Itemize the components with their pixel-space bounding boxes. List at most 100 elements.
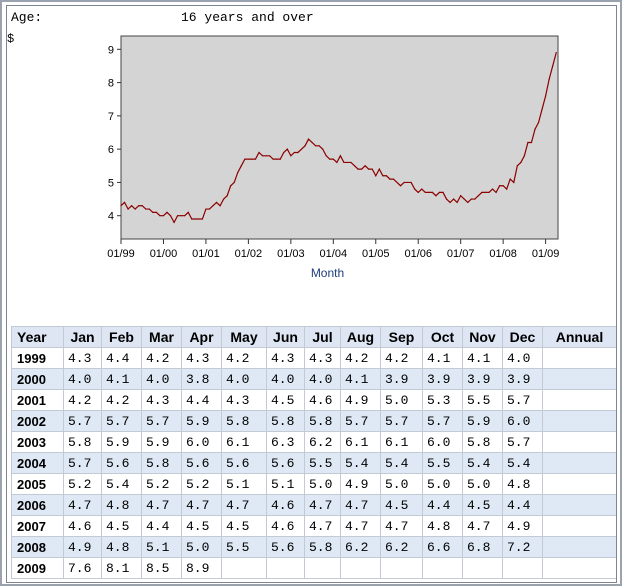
table-row: 2005 5.2 5.4 5.2 5.2 5.1 5.1 5.0 4.9 5.0 5.0 5.0 4.8 — [11, 473, 616, 495]
column-header-may: May — [221, 326, 267, 348]
table-row: 2002 5.7 5.7 5.7 5.9 5.8 5.8 5.8 5.7 5.7 5.7 5.9 6.0 — [11, 410, 616, 432]
data-point — [421, 188, 423, 190]
value-cell — [542, 515, 616, 537]
data-point — [545, 95, 547, 97]
y-tick-label: 4 — [108, 211, 114, 223]
x-tick-label: 01/99 — [107, 248, 135, 260]
value-cell: 5.4 — [462, 452, 503, 474]
x-tick-label: 01/05 — [362, 248, 390, 260]
data-point — [187, 211, 189, 213]
data-point — [403, 181, 405, 184]
column-header-jun: Jun — [266, 326, 305, 348]
data-point — [470, 198, 472, 200]
table-row: 2007 4.6 4.5 4.4 4.5 4.5 4.6 4.7 4.7 4.7 4.8 4.7 4.9 — [11, 515, 616, 537]
data-point — [148, 208, 150, 210]
data-point — [318, 145, 320, 147]
data-point — [201, 218, 203, 220]
data-point — [552, 65, 554, 67]
value-cell: 4.3 — [181, 347, 222, 369]
value-cell: 5.9 — [181, 410, 222, 432]
value-cell: 4.4 — [101, 347, 142, 369]
data-point — [389, 178, 391, 180]
side-mark: $ — [7, 32, 15, 46]
data-point — [523, 155, 525, 157]
value-cell: 4.6 — [304, 389, 341, 411]
value-cell: 4.6 — [63, 515, 102, 537]
value-cell: 5.3 — [422, 389, 463, 411]
value-cell: 5.8 — [63, 431, 102, 453]
column-header-jan: Jan — [63, 326, 102, 348]
x-tick-label: 01/01 — [192, 248, 220, 260]
data-point — [123, 201, 126, 203]
column-header-nov: Nov — [462, 326, 503, 348]
value-cell: 5.5 — [462, 389, 503, 411]
year-cell: 2001 — [11, 389, 64, 411]
value-cell — [380, 557, 423, 579]
y-tick-label: 6 — [108, 144, 114, 156]
x-tick-label: 01/07 — [447, 248, 475, 260]
x-tick-label: 01/03 — [277, 248, 305, 260]
value-cell: 6.0 — [181, 431, 222, 453]
year-cell: 2000 — [11, 368, 64, 390]
value-cell: 4.2 — [141, 347, 182, 369]
data-point — [173, 221, 175, 223]
data-point — [438, 191, 441, 194]
value-cell: 5.8 — [221, 410, 267, 432]
data-point — [226, 195, 228, 197]
value-cell — [502, 557, 543, 579]
value-cell: 4.7 — [141, 494, 182, 516]
data-point — [131, 205, 133, 207]
data-point — [269, 155, 271, 157]
value-cell: 6.1 — [221, 431, 267, 453]
data-point — [138, 205, 140, 207]
year-cell: 2005 — [11, 473, 64, 495]
data-point — [509, 178, 511, 180]
value-cell: 5.5 — [221, 536, 267, 558]
value-cell: 5.7 — [63, 452, 102, 474]
data-point — [230, 185, 232, 187]
value-cell: 5.7 — [502, 431, 543, 453]
value-cell: 5.0 — [181, 536, 222, 558]
data-point — [339, 155, 341, 157]
data-point — [520, 161, 522, 164]
column-header-jul: Jul — [304, 326, 341, 348]
value-cell: 4.9 — [340, 389, 381, 411]
value-cell: 5.9 — [101, 431, 142, 453]
data-point — [364, 165, 366, 167]
data-point — [357, 168, 359, 170]
value-cell: 4.1 — [422, 347, 463, 369]
year-cell: 1999 — [11, 347, 64, 369]
value-cell: 4.7 — [63, 494, 102, 516]
data-point — [219, 205, 221, 207]
value-cell: 3.9 — [502, 368, 543, 390]
x-tick-label: 01/09 — [532, 248, 560, 260]
table-row: 2004 5.7 5.6 5.8 5.6 5.6 5.6 5.5 5.4 5.4 5.5 5.4 5.4 — [11, 452, 616, 474]
data-point — [169, 215, 172, 217]
data-point — [307, 138, 310, 140]
data-point — [385, 175, 387, 177]
value-cell: 5.8 — [304, 410, 341, 432]
value-cell: 4.5 — [380, 494, 423, 516]
value-cell: 5.7 — [101, 410, 142, 432]
value-cell: 7.2 — [502, 536, 543, 558]
data-point — [410, 181, 412, 184]
value-cell: 5.1 — [141, 536, 182, 558]
value-cell: 5.5 — [304, 452, 341, 474]
column-header-apr: Apr — [181, 326, 222, 348]
value-cell: 6.2 — [304, 431, 341, 453]
data-point — [396, 181, 398, 184]
value-cell: 4.3 — [141, 389, 182, 411]
value-cell: 8.5 — [141, 557, 182, 579]
value-cell: 4.3 — [304, 347, 341, 369]
data-point — [237, 171, 239, 174]
value-cell: 5.7 — [340, 410, 381, 432]
value-cell: 5.6 — [221, 452, 267, 474]
data-point — [484, 191, 487, 194]
value-cell — [542, 389, 616, 411]
value-cell — [542, 347, 616, 369]
value-cell: 4.5 — [266, 389, 305, 411]
year-cell: 2003 — [11, 431, 64, 453]
value-cell: 5.8 — [141, 452, 182, 474]
data-point — [477, 195, 479, 197]
value-cell: 5.2 — [141, 473, 182, 495]
